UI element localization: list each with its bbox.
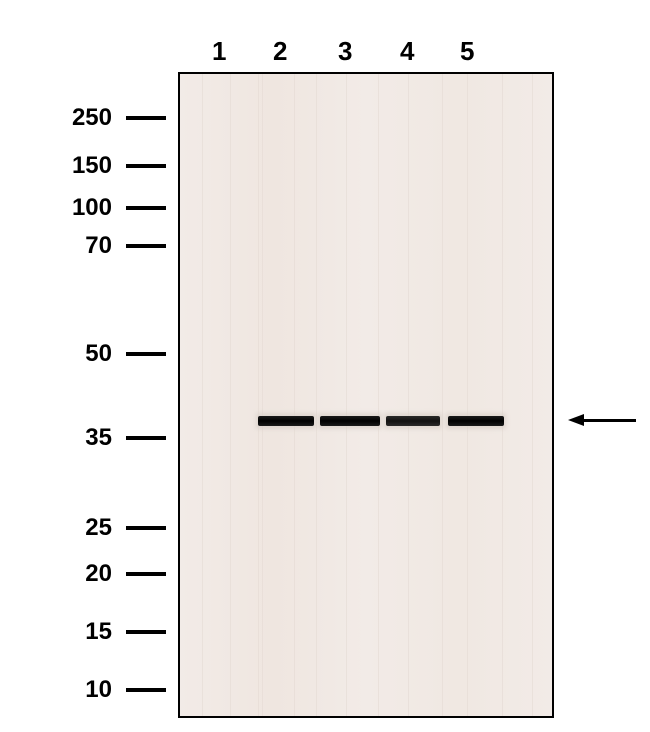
arrow-shaft bbox=[582, 419, 636, 422]
arrow-head-icon bbox=[568, 414, 584, 426]
band-arrow-indicator bbox=[0, 0, 650, 732]
western-blot-figure: 1234525015010070503525201510 bbox=[0, 0, 650, 732]
